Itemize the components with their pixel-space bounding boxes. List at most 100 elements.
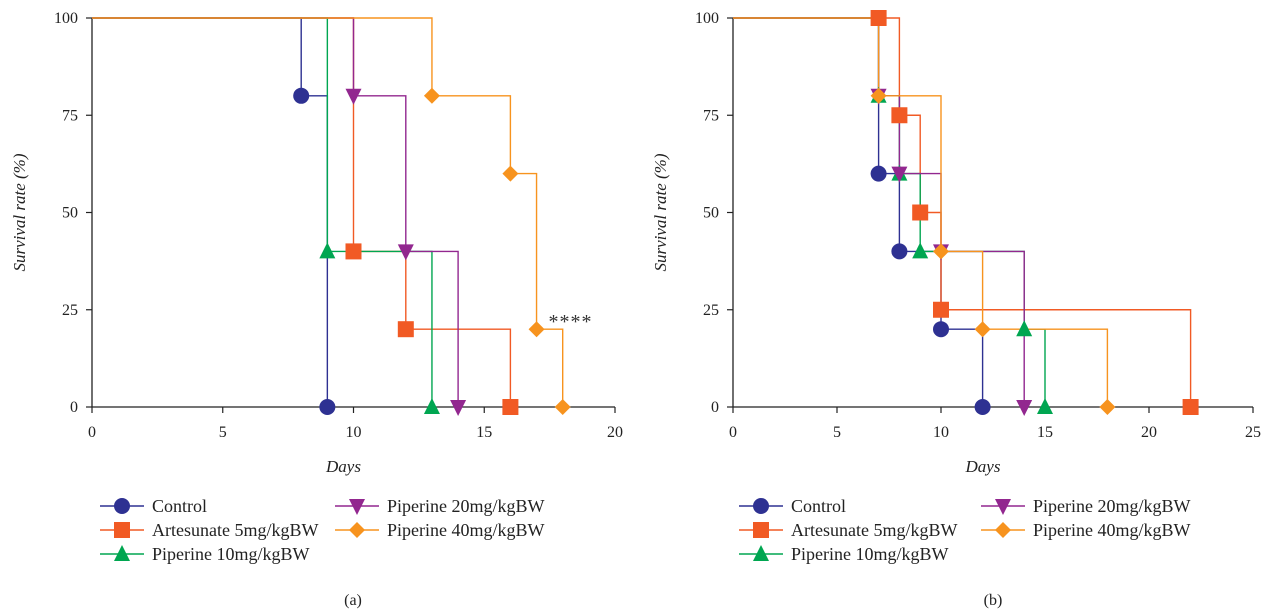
data-point-artesunate (502, 399, 519, 415)
legend-item-pip40: Piperine 40mg/kgBW (981, 520, 1190, 540)
legend-item-artesunate: Artesunate 5mg/kgBW (739, 520, 957, 540)
data-point-control (319, 399, 336, 415)
y-tick-label: 100 (695, 10, 719, 27)
y-tick-label: 25 (703, 302, 719, 319)
data-point-pip40 (933, 243, 949, 260)
legend-label: Piperine 10mg/kgBW (791, 544, 948, 564)
y-tick-label: 75 (62, 107, 78, 124)
legend-marker-pip20 (995, 499, 1011, 515)
legend-label: Piperine 40mg/kgBW (1033, 520, 1190, 540)
data-point-control (891, 243, 908, 260)
series-line-control (733, 17, 984, 407)
legend: Control Artesunate 5mg/kgBW Piperine 10mg/… (739, 496, 1190, 564)
legend-marker-artesunate (114, 522, 130, 538)
series-pip10 (92, 17, 433, 407)
legend-marker-pip10 (753, 545, 769, 561)
markers-artesunate (870, 10, 1199, 415)
series-line-pip10 (92, 17, 433, 407)
x-axis-title: Days (965, 457, 1001, 476)
legend-marker-pip20 (349, 499, 365, 515)
y-tick-label: 50 (703, 205, 719, 222)
data-point-control (974, 399, 991, 415)
series-control (733, 17, 984, 407)
x-tick-label: 0 (88, 424, 96, 441)
x-tick-label: 10 (933, 424, 949, 441)
legend-marker-pip40 (349, 522, 365, 538)
legend-item-pip10: Piperine 10mg/kgBW (100, 544, 309, 564)
markers-control (293, 87, 336, 415)
data-point-pip10 (1037, 398, 1053, 414)
legend-label: Control (791, 496, 846, 516)
legend-item-control: Control (739, 496, 846, 516)
markers-pip10 (319, 242, 440, 414)
legend-marker-pip40 (995, 522, 1011, 538)
panel-caption: (b) (984, 592, 1003, 609)
series-control (92, 17, 329, 407)
y-tick-label: 25 (62, 302, 78, 319)
data-point-pip20 (345, 88, 362, 105)
data-point-pip20 (397, 244, 414, 261)
series-line-artesunate (733, 17, 1192, 407)
data-point-pip10 (319, 242, 336, 259)
data-point-pip10 (1016, 320, 1033, 337)
series-line-control (92, 17, 329, 407)
x-tick-label: 25 (1245, 424, 1261, 441)
legend-label: Piperine 20mg/kgBW (387, 496, 544, 516)
legend-marker-control (114, 498, 130, 514)
data-point-pip10 (912, 242, 929, 259)
legend-label: Control (152, 496, 207, 516)
data-point-artesunate (397, 321, 414, 338)
data-point-pip40 (870, 87, 887, 104)
series-artesunate (733, 17, 1192, 407)
legend-item-pip40: Piperine 40mg/kgBW (335, 520, 544, 540)
data-point-pip40 (554, 399, 571, 415)
y-tick-label: 0 (70, 399, 78, 416)
markers-pip40 (423, 87, 571, 415)
legend: Control Artesunate 5mg/kgBW Piperine 10mg/… (100, 496, 544, 564)
data-point-control (870, 165, 887, 182)
data-point-control (933, 321, 949, 338)
markers-artesunate (345, 243, 519, 415)
legend-item-artesunate: Artesunate 5mg/kgBW (100, 520, 318, 540)
data-point-pip20 (891, 166, 908, 183)
x-tick-label: 5 (219, 424, 227, 441)
legend-label: Piperine 10mg/kgBW (152, 544, 309, 564)
series-pip10 (733, 17, 1046, 407)
x-tick-label: 0 (729, 424, 737, 441)
x-tick-label: 5 (833, 424, 841, 441)
markers-pip20 (345, 88, 467, 416)
data-point-pip40 (502, 165, 519, 182)
data-point-pip20 (450, 400, 467, 416)
markers-pip40 (870, 87, 1116, 415)
chart-panel-a: 0 25 50 75 100 0 5 10 15 20 Days Survival rate (%) *… (10, 10, 623, 609)
legend-label: Piperine 20mg/kgBW (1033, 496, 1190, 516)
series-pip20 (92, 17, 459, 407)
data-point-artesunate (933, 301, 949, 318)
legend-label: Artesunate 5mg/kgBW (791, 520, 957, 540)
data-point-artesunate (870, 10, 887, 26)
x-tick-label: 10 (346, 424, 362, 441)
data-point-pip40 (1099, 399, 1116, 415)
legend-marker-pip10 (114, 545, 130, 561)
data-point-artesunate (891, 107, 908, 124)
x-tick-label: 15 (476, 424, 492, 441)
data-point-pip40 (974, 321, 991, 338)
y-tick-label: 50 (62, 205, 78, 222)
legend-item-pip20: Piperine 20mg/kgBW (335, 496, 544, 516)
markers-control (870, 165, 991, 415)
x-tick-label: 20 (607, 424, 623, 441)
legend-item-pip20: Piperine 20mg/kgBW (981, 496, 1190, 516)
data-point-artesunate (912, 204, 929, 221)
data-point-pip40 (423, 87, 440, 104)
series-line-pip20 (92, 17, 459, 407)
y-tick-label: 100 (54, 10, 78, 27)
x-axis-title: Days (325, 457, 361, 476)
data-point-pip40 (528, 321, 545, 338)
y-axis-title: Survival rate (%) (651, 153, 670, 271)
x-tick-label: 15 (1037, 424, 1053, 441)
data-point-pip20 (1016, 400, 1033, 416)
panel-caption: (a) (344, 592, 362, 609)
series-line-pip10 (733, 17, 1046, 407)
data-point-artesunate (345, 243, 362, 260)
